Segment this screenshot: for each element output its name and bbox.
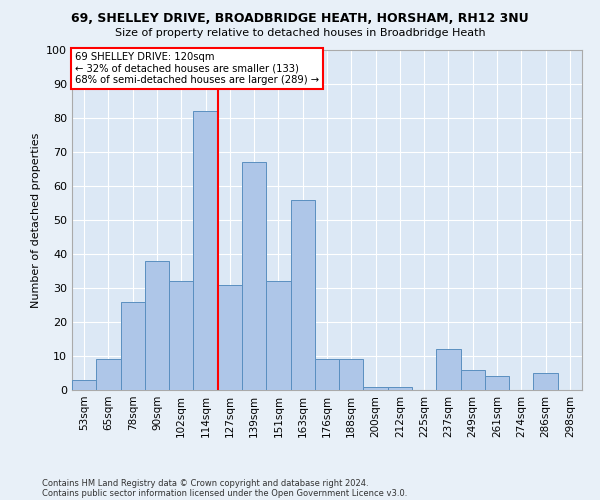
Bar bbox=[436, 349, 461, 390]
Text: Contains HM Land Registry data © Crown copyright and database right 2024.: Contains HM Land Registry data © Crown c… bbox=[42, 478, 368, 488]
Text: 69 SHELLEY DRIVE: 120sqm
← 32% of detached houses are smaller (133)
68% of semi-: 69 SHELLEY DRIVE: 120sqm ← 32% of detach… bbox=[74, 52, 319, 85]
Bar bbox=[339, 360, 364, 390]
Bar bbox=[315, 360, 339, 390]
Y-axis label: Number of detached properties: Number of detached properties bbox=[31, 132, 41, 308]
Bar bbox=[145, 261, 169, 390]
Bar bbox=[266, 281, 290, 390]
Bar bbox=[388, 386, 412, 390]
Bar bbox=[72, 380, 96, 390]
Bar bbox=[218, 284, 242, 390]
Bar bbox=[364, 386, 388, 390]
Bar bbox=[485, 376, 509, 390]
Bar bbox=[121, 302, 145, 390]
Bar bbox=[461, 370, 485, 390]
Bar bbox=[169, 281, 193, 390]
Bar bbox=[193, 111, 218, 390]
Text: Size of property relative to detached houses in Broadbridge Heath: Size of property relative to detached ho… bbox=[115, 28, 485, 38]
Text: Contains public sector information licensed under the Open Government Licence v3: Contains public sector information licen… bbox=[42, 488, 407, 498]
Bar bbox=[290, 200, 315, 390]
Bar bbox=[242, 162, 266, 390]
Text: 69, SHELLEY DRIVE, BROADBRIDGE HEATH, HORSHAM, RH12 3NU: 69, SHELLEY DRIVE, BROADBRIDGE HEATH, HO… bbox=[71, 12, 529, 26]
Bar bbox=[533, 373, 558, 390]
Bar bbox=[96, 360, 121, 390]
